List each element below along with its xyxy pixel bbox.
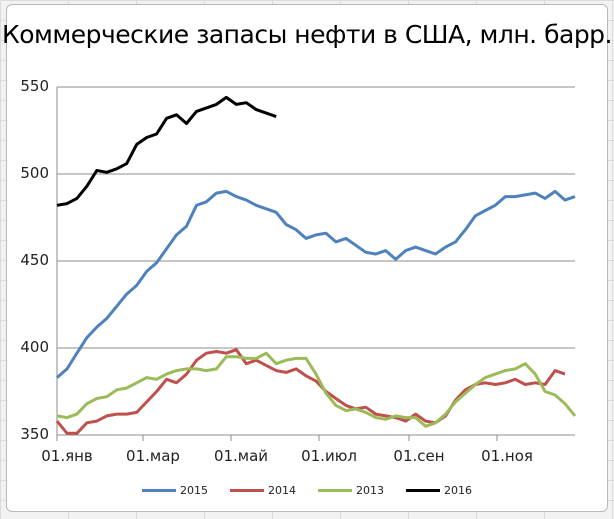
series-line-2016	[56, 95, 277, 207]
y-tick-label: 450	[20, 251, 49, 269]
x-tick-label: 01.ноя	[481, 447, 533, 465]
legend-item-2015: 2015	[142, 484, 208, 497]
legend-item-2013: 2013	[318, 484, 384, 497]
x-tick-label: 01.июл	[301, 447, 357, 465]
legend-swatch	[406, 489, 440, 492]
series-line-2014	[55, 348, 566, 435]
legend-swatch	[142, 489, 176, 492]
y-tick-label: 500	[20, 164, 49, 182]
series-line-2015	[56, 189, 576, 379]
x-tick-label: 01.май	[213, 447, 269, 465]
x-tick-label: 01.сен	[393, 447, 445, 465]
chart-title: Коммерческие запасы нефти в США, млн. ба…	[1, 20, 613, 49]
legend-swatch	[318, 489, 352, 492]
legend-swatch	[230, 489, 264, 492]
y-tick-label: 350	[20, 425, 49, 443]
series-line-2013	[56, 351, 577, 428]
x-tick-label: 01.янв	[41, 447, 93, 465]
legend-item-2016: 2016	[406, 484, 472, 497]
y-tick-label: 400	[20, 338, 49, 356]
legend-item-2014: 2014	[230, 484, 296, 497]
x-tick-label: 01.мар	[126, 447, 180, 465]
legend: 2015 2014 2013 2016	[0, 484, 614, 497]
y-tick-label: 550	[20, 77, 49, 95]
chart-area[interactable]	[6, 4, 608, 512]
